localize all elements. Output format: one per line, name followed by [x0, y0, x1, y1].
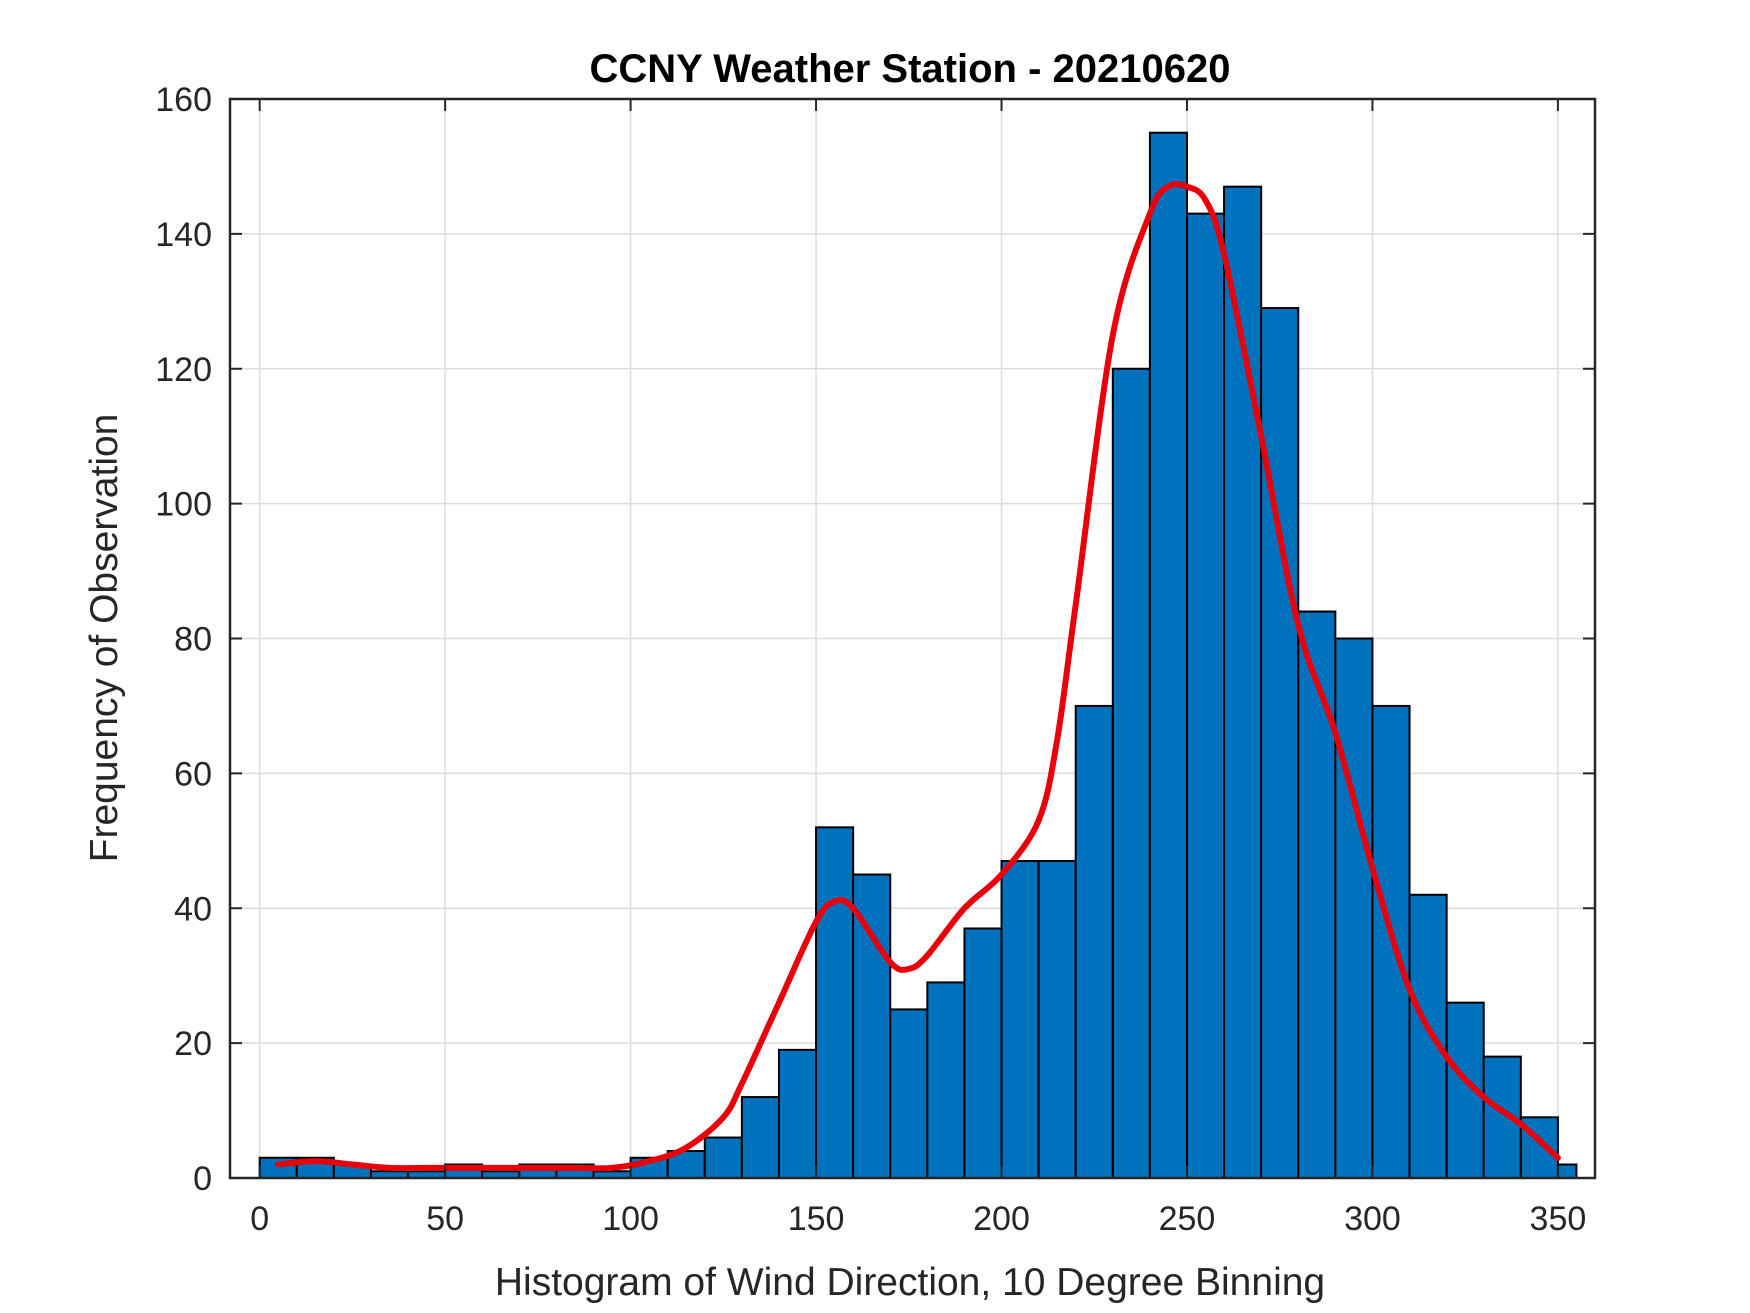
histogram-bar-18 — [926, 981, 966, 1180]
histogram-bar-31 — [1408, 893, 1448, 1179]
x-axis-label: Histogram of Wind Direction, 10 Degree B… — [495, 1261, 1325, 1304]
x-tick-label-3: 150 — [788, 1200, 845, 1238]
x-tick-label-0: 0 — [250, 1200, 269, 1238]
y-tick-label-8: 160 — [155, 81, 212, 119]
x-tick-labels: 0 50 100 150 200 250 300 350 — [250, 1200, 1586, 1238]
histogram-bar-29 — [1334, 637, 1374, 1179]
histogram-bar-16 — [852, 873, 892, 1179]
y-tick-label-4: 80 — [174, 621, 212, 659]
histogram-bar-21 — [1037, 860, 1077, 1179]
histogram-bar-22 — [1074, 704, 1114, 1179]
y-tick-labels: 0 20 40 60 80 100 120 140 160 — [155, 81, 212, 1198]
y-axis-label: Frequency of Observation — [83, 414, 126, 863]
x-tick-label-7: 350 — [1530, 1200, 1587, 1238]
histogram-bar-27 — [1260, 307, 1300, 1179]
y-tick-label-1: 20 — [174, 1025, 212, 1063]
histogram-bar-13 — [740, 1096, 780, 1179]
histogram-bar-28 — [1297, 610, 1337, 1179]
histogram-bar-15 — [815, 826, 855, 1179]
histogram-bar-24 — [1148, 131, 1188, 1179]
y-tick-label-3: 60 — [174, 755, 212, 793]
axis-ticks — [230, 98, 1595, 1179]
x-tick-label-1: 50 — [426, 1200, 464, 1238]
y-tick-label-0: 0 — [193, 1160, 212, 1198]
histogram-bar-23 — [1111, 367, 1151, 1179]
y-tick-label-6: 120 — [155, 351, 212, 389]
histogram-bar-35 — [1556, 1163, 1578, 1179]
histogram-bar-20 — [1000, 860, 1040, 1179]
x-tick-label-5: 250 — [1159, 1200, 1216, 1238]
histogram-bar-17 — [889, 1008, 929, 1179]
histogram-bar-14 — [777, 1048, 818, 1180]
histogram-bars — [258, 131, 1578, 1180]
chart-title: CCNY Weather Station - 20210620 — [590, 47, 1231, 91]
x-tick-label-4: 200 — [973, 1200, 1030, 1238]
y-tick-label-7: 140 — [155, 216, 212, 254]
x-tick-label-2: 100 — [602, 1200, 659, 1238]
histogram-bar-25 — [1185, 212, 1226, 1180]
y-tick-label-5: 100 — [155, 486, 212, 524]
x-tick-label-6: 300 — [1344, 1200, 1401, 1238]
histogram-bar-12 — [703, 1136, 743, 1179]
histogram-bar-19 — [963, 927, 1003, 1180]
y-tick-label-2: 40 — [174, 890, 212, 928]
fit-curve — [275, 181, 1561, 1172]
